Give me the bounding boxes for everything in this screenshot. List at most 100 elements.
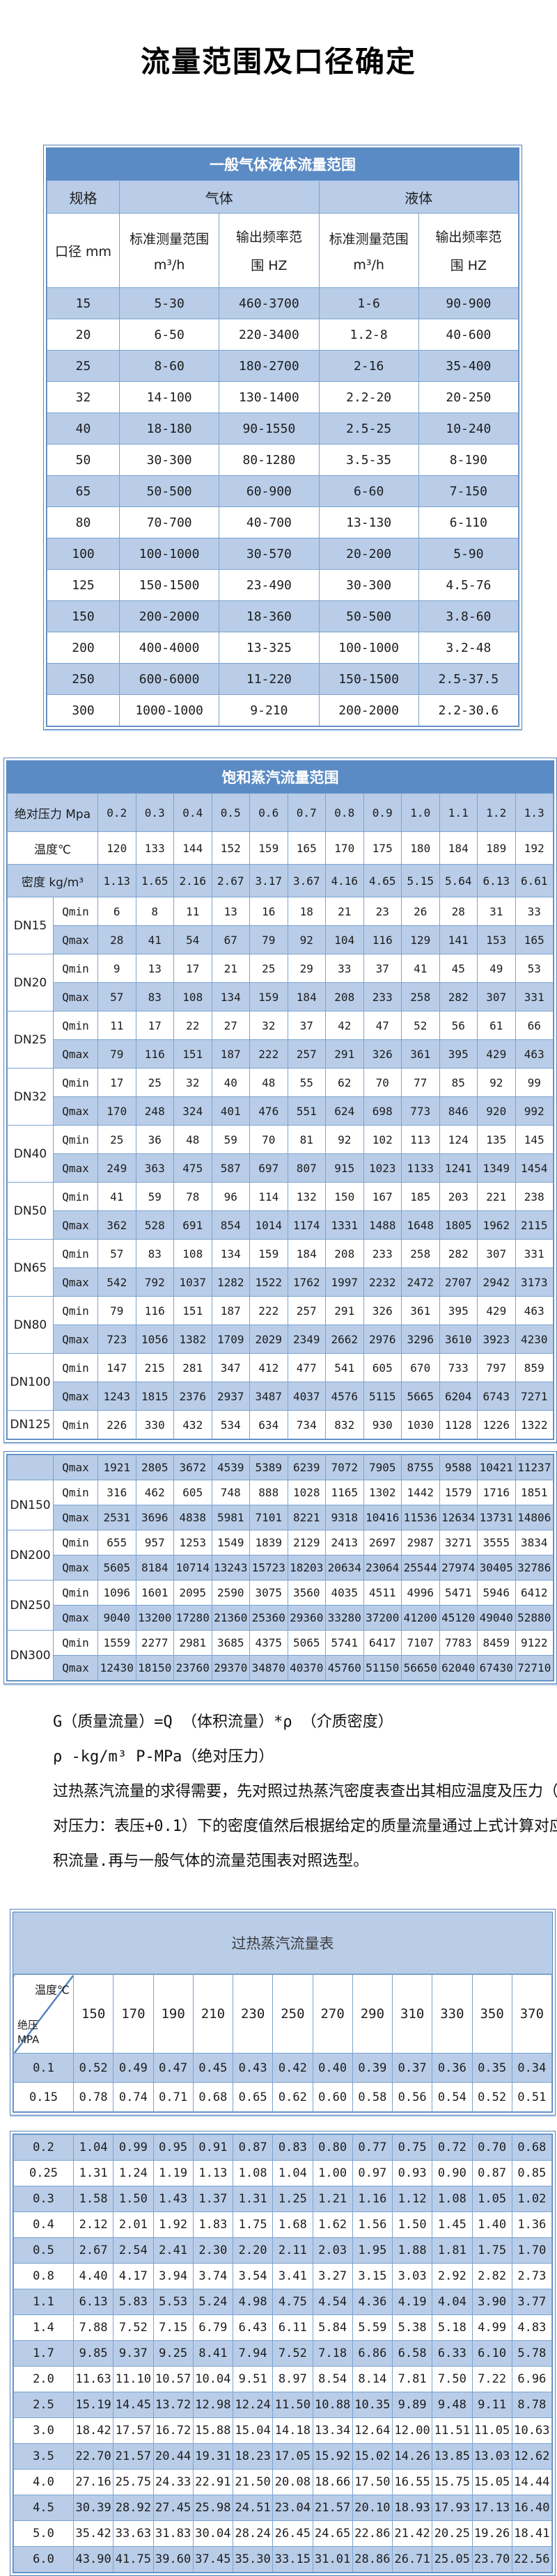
value-cell: 30-300 [318, 569, 419, 601]
value-cell: 33 [325, 954, 364, 983]
value-cell: 1056 [135, 1325, 174, 1354]
value-cell: 8221 [287, 1505, 326, 1530]
qmin-row: DN40 Qmin 25 36 48 59 70 81 92 102 113 124 135 145 [7, 1125, 554, 1183]
value-cell: 1962 [477, 1210, 516, 1240]
value-cell: 17.57 [113, 2417, 154, 2444]
value-cell: 1.70 [511, 2237, 553, 2264]
value-cell: 185 [401, 1182, 440, 1211]
value-cell: 145 [515, 1125, 554, 1154]
temperature-header-cell: 210 [192, 1974, 234, 2054]
value-cell: 13-130 [318, 506, 419, 538]
qmin-row: DN25 Qmin 11 17 22 27 32 37 42 47 52 56 61 66 [7, 1011, 554, 1069]
corner-pressure-label: 绝压 MPA [17, 2019, 40, 2046]
value-cell: 655 [97, 1530, 136, 1555]
value-cell: 34870 [249, 1655, 288, 1681]
value-cell: 4375 [249, 1630, 288, 1656]
pressure-value-cell: 1.7 [13, 2340, 74, 2367]
value-cell: 6-110 [418, 506, 519, 538]
value-cell: 1241 [439, 1153, 478, 1183]
value-cell: 1997 [325, 1267, 364, 1297]
value-cell: 624 [325, 1096, 364, 1126]
temperature-header-cell: 170 [113, 1974, 154, 2054]
value-cell: 8-60 [118, 350, 220, 382]
value-cell: 634 [249, 1410, 288, 1439]
value-cell: 8755 [401, 1455, 440, 1480]
value-cell: 10.35 [352, 2392, 393, 2418]
diameter-cell: 20 [47, 319, 120, 351]
value-cell: 6417 [363, 1630, 402, 1656]
value-cell: 90-1550 [219, 413, 320, 445]
value-cell: 1.24 [113, 2160, 154, 2186]
value-cell: 2472 [401, 1267, 440, 1297]
value-cell: 915 [325, 1153, 364, 1183]
value-cell: 1549 [211, 1530, 250, 1555]
value-cell: 542 [97, 1267, 136, 1297]
qmin-row: DN50 Qmin 41 59 78 96 114 132 150 167 185 203 221 238 [7, 1182, 554, 1240]
value-cell: 1921 [97, 1455, 136, 1480]
value-cell: 41 [135, 925, 174, 954]
value-cell: 10.63 [511, 2417, 553, 2444]
value-cell: 1579 [439, 1480, 478, 1505]
value-cell: 0.93 [391, 2160, 433, 2186]
temperature-cell: 165 [287, 831, 326, 865]
value-cell: 587 [211, 1153, 250, 1183]
value-cell: 4230 [515, 1325, 554, 1354]
value-cell: 2.54 [113, 2237, 154, 2264]
value-cell: 4.54 [312, 2289, 353, 2315]
dn-label: DN15 [7, 897, 54, 954]
value-cell: 2.82 [471, 2263, 512, 2289]
value-cell: 4035 [325, 1580, 364, 1606]
value-cell: 395 [439, 1039, 478, 1069]
diameter-cell: 250 [47, 663, 120, 695]
value-cell: 4.36 [352, 2289, 393, 2315]
value-cell: 0.91 [192, 2134, 234, 2161]
density-cell: 2.67 [211, 864, 250, 897]
density-data-row: 1.4 7.88 7.52 7.15 6.79 6.43 6.11 5.84 5.59 5.38 5… [13, 2314, 553, 2341]
note-line: 积流量.再与一般气体的流量范围表对照选型。 [53, 1853, 369, 1870]
value-cell: 2.12 [72, 2211, 114, 2238]
value-cell: 151 [173, 1296, 212, 1325]
value-cell: 12430 [97, 1655, 136, 1681]
saturated-steam-table-inner: 饱和蒸汽流量范围 绝对压力 Mpa 0.2 0.3 0.4 0.5 0.6 0.7 0.8 0.… [6, 760, 554, 1440]
value-cell: 3.03 [391, 2263, 433, 2289]
value-cell: 36 [135, 1125, 174, 1154]
value-cell: 9.85 [72, 2340, 114, 2367]
value-cell: 5.83 [113, 2289, 154, 2315]
value-cell: 208 [325, 982, 364, 1011]
value-cell: 57 [97, 982, 136, 1011]
value-cell: 24.51 [232, 2495, 274, 2521]
value-cell: 5.53 [152, 2289, 194, 2315]
value-cell: 26 [401, 897, 440, 926]
temperature-header-cell: 330 [432, 1974, 473, 2054]
qmin-label: Qmin [53, 1125, 98, 1154]
value-cell: 807 [287, 1153, 326, 1183]
value-cell: 130-1400 [219, 381, 320, 413]
value-cell: 0.40 [312, 2053, 353, 2083]
value-cell: 0.60 [312, 2082, 353, 2112]
value-cell: 0.80 [312, 2134, 353, 2161]
value-cell: 15.19 [72, 2392, 114, 2418]
flow-range-row: 200 400-4000 13-325 100-1000 3.2-48 [47, 632, 519, 664]
value-cell: 37.45 [192, 2546, 234, 2573]
density-data-row: 2.0 11.63 11.10 10.57 10.04 9.51 8.97 8.54 8.14 7… [13, 2366, 553, 2392]
value-cell: 13 [135, 954, 174, 983]
value-cell: 30.04 [192, 2520, 234, 2547]
value-cell: 26.45 [272, 2520, 313, 2547]
value-cell: 6.11 [272, 2314, 313, 2341]
value-cell: 153 [477, 925, 516, 954]
superheated-steam-table: 过热蒸汽流量表 温度℃ 绝压 MPA 150 170 190 210 230 250 270… [10, 1909, 556, 2115]
value-cell: 5389 [249, 1455, 288, 1480]
value-cell: 25.75 [113, 2469, 154, 2495]
density-cell: 4.65 [363, 864, 402, 897]
density-data-row: 2.5 15.19 14.45 13.72 12.98 12.24 11.50 10.88 10… [13, 2392, 553, 2418]
qmin-label: Qmin [53, 1630, 98, 1656]
value-cell: 50-500 [318, 600, 419, 632]
value-cell: 3685 [211, 1630, 250, 1656]
qmax-row: Qmax 723 1056 1382 1709 2029 2349 2662 2976 3296 3… [8, 1325, 554, 1354]
value-cell: 147 [97, 1353, 136, 1382]
value-cell: 3075 [249, 1580, 288, 1606]
value-cell: 7072 [325, 1455, 364, 1480]
value-cell: 18.93 [391, 2495, 433, 2521]
value-cell: 10.88 [312, 2392, 353, 2418]
value-cell: 3271 [439, 1530, 478, 1555]
